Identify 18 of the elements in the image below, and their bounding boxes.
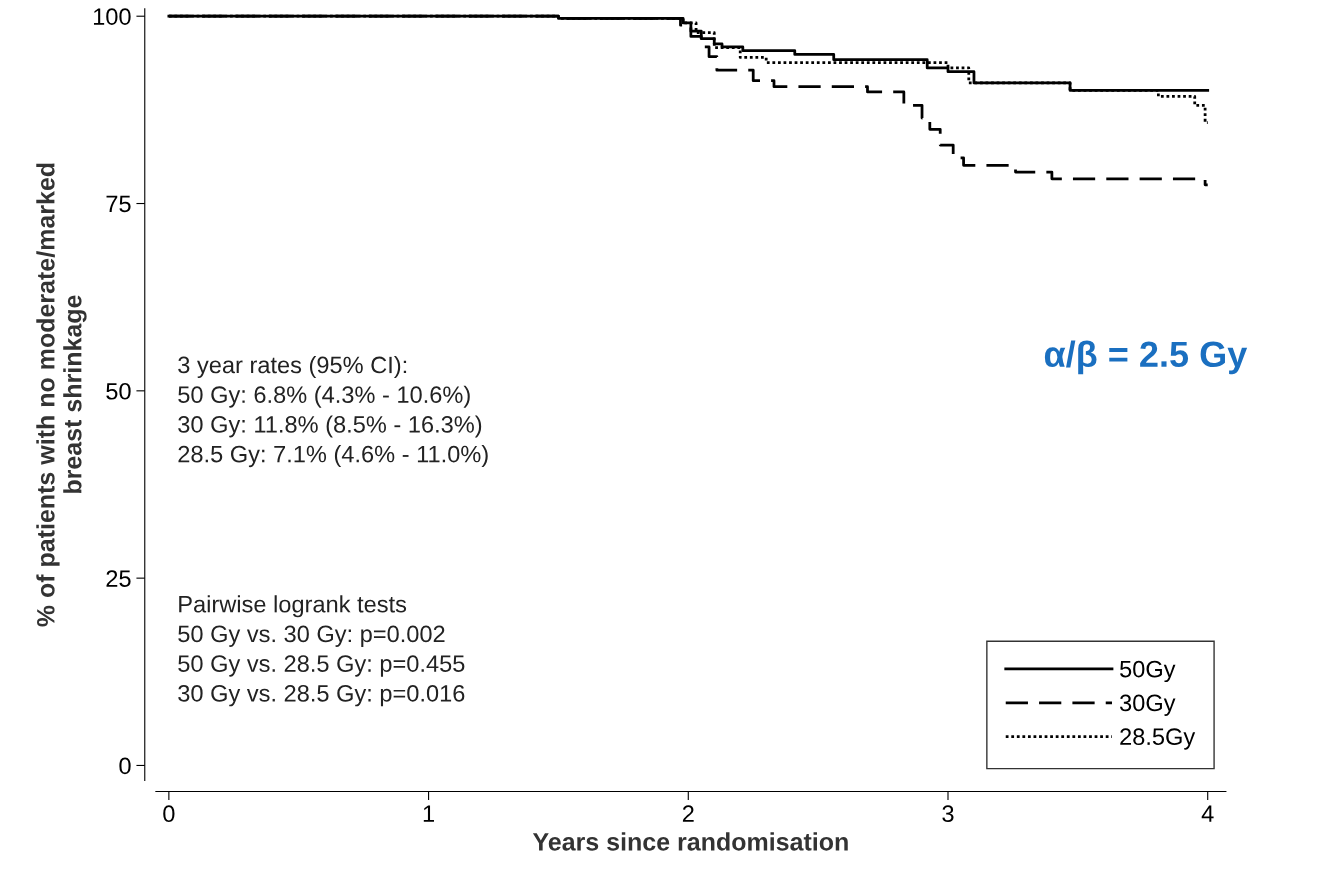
- y-tick-label: 100: [93, 8, 131, 25]
- y-tick-label: 25: [106, 570, 131, 587]
- y-tick-label: 75: [106, 195, 131, 213]
- annotation: α/β = 2.5 Gy: [1044, 340, 1248, 375]
- y-axis-title: % of patients with no moderate/marked breast shrinkage: [36, 163, 87, 627]
- x-tick-label: 0: [163, 805, 175, 823]
- x-tick-label: 3: [942, 805, 954, 823]
- x-tick-label: 1: [423, 805, 434, 822]
- x-tick-label: 2: [682, 805, 694, 822]
- y-tick-label: 0: [119, 757, 131, 775]
- legend-label: 50Gy: [1120, 660, 1176, 683]
- y-tick-label: 50: [106, 382, 131, 400]
- legend-label: 28.5Gy: [1120, 728, 1196, 750]
- annotation: 3 year rates (95% CI): 50 Gy: 6.8% (4.3% - 10.6%) 30 Gy: 11.8% (8.5% - 16.3%) 28.5 Gy: 7.1% (4.6% - 11.0%): [178, 355, 488, 468]
- x-axis-title: Years since randomisation: [532, 832, 848, 851]
- x-tick-label: 4: [1201, 805, 1214, 822]
- legend-label: 30Gy: [1119, 694, 1176, 716]
- annotation: Pairwise logrank tests 50 Gy vs. 30 Gy: p=0.002 50 Gy vs. 28.5 Gy: p=0.455 30 Gy vs. 28.5 Gy: p=0.016: [178, 595, 465, 707]
